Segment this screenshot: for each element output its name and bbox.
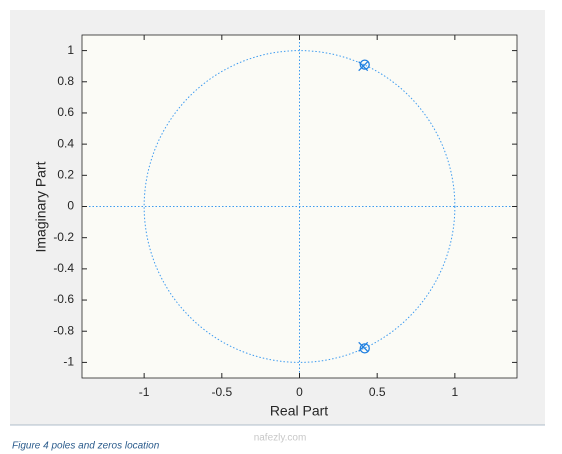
y-tick-label: -1 <box>63 355 74 369</box>
x-tick-label: 1 <box>452 385 459 399</box>
y-axis-label: Imaginary Part <box>33 161 49 252</box>
y-tick-label: 0.8 <box>57 74 74 88</box>
zero-marker <box>359 59 370 70</box>
y-tick-label: 0.6 <box>57 105 74 119</box>
x-tick-label: 0 <box>296 385 303 399</box>
pole-marker <box>358 341 369 352</box>
y-tick-label: 0 <box>67 199 74 213</box>
y-tick-label: -0.6 <box>53 292 74 306</box>
y-tick-label: -0.2 <box>53 230 74 244</box>
x-tick-label: -1 <box>139 385 150 399</box>
y-tick-label: 0.4 <box>57 136 74 150</box>
y-tick-label: 0.2 <box>57 167 74 181</box>
y-tick-label: 1 <box>67 43 74 57</box>
x-tick-label: 0.5 <box>369 385 386 399</box>
pole-marker <box>358 61 369 72</box>
y-tick-label: -0.4 <box>53 261 74 275</box>
x-axis-label: Real Part <box>270 403 328 419</box>
y-tick-label: -0.8 <box>53 323 74 337</box>
zero-marker <box>359 343 370 354</box>
watermark: nafezly.com <box>254 433 307 444</box>
x-tick-label: -0.5 <box>211 385 232 399</box>
caption: Figure 4 poles and zeros location <box>12 441 160 452</box>
unit-circle <box>143 50 456 363</box>
